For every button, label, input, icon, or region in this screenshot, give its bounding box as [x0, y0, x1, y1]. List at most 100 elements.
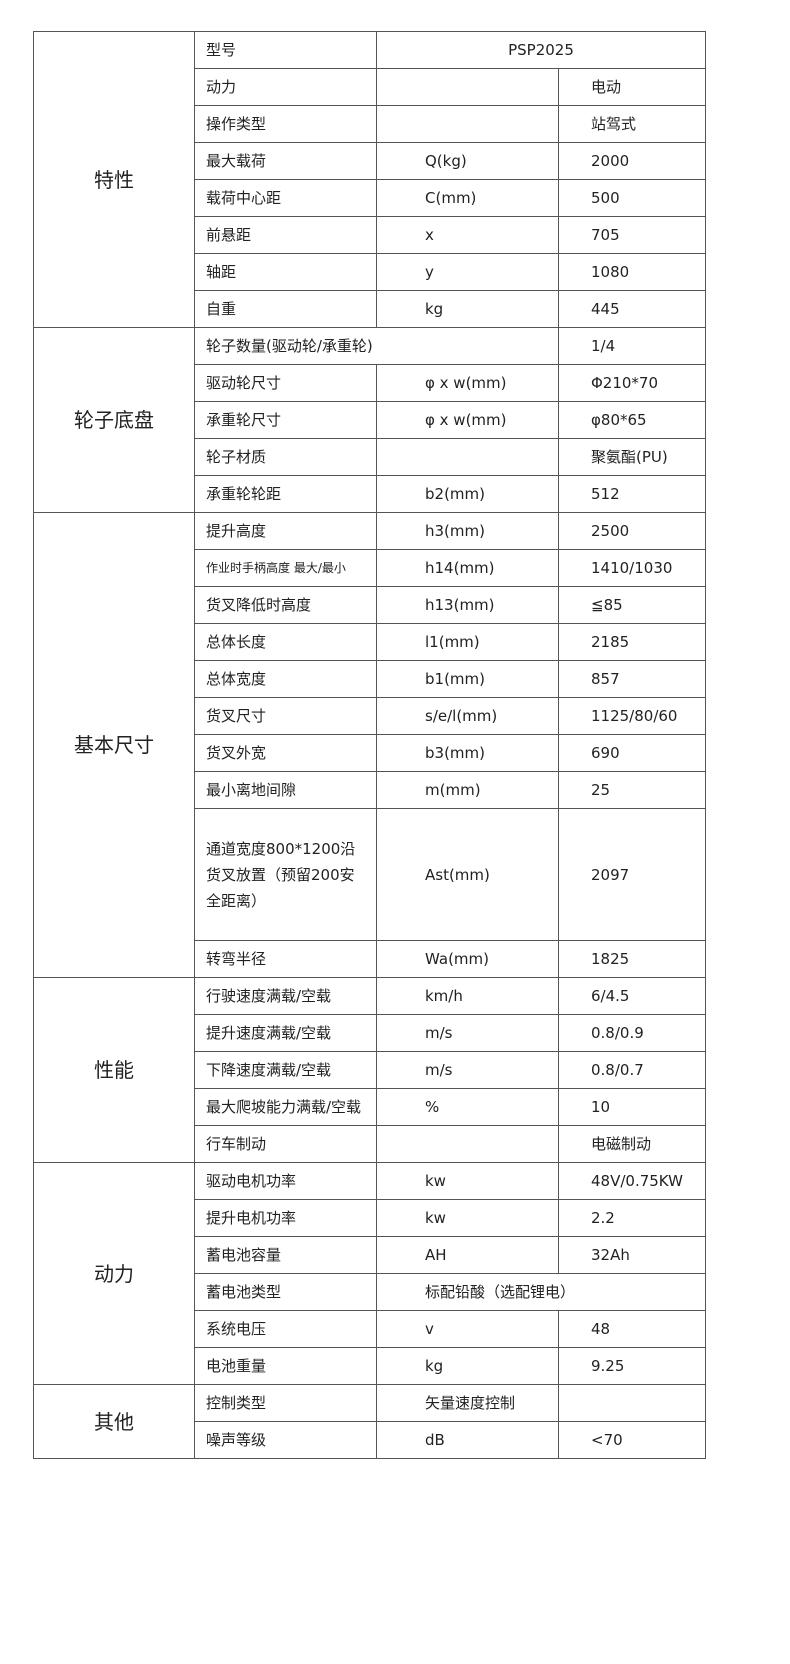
- spec-row: 最小离地间隙 m(mm) 25: [34, 771, 707, 809]
- spec-unit: φ x w(mm): [376, 401, 559, 439]
- spec-unit: [376, 1125, 559, 1163]
- spec-value: 1080: [557, 253, 707, 291]
- group-label: 基本尺寸: [33, 512, 195, 978]
- spec-value: 2185: [557, 623, 707, 661]
- spec-row: 货叉尺寸 s/e/l(mm) 1125/80/60: [34, 697, 707, 735]
- spec-value: 1/4: [557, 327, 707, 365]
- spec-unit: [376, 438, 559, 476]
- spec-label: 噪声等级: [194, 1421, 377, 1459]
- spec-label: 总体宽度: [194, 660, 377, 698]
- spec-value: 0.8/0.7: [557, 1051, 707, 1089]
- spec-value: 857: [557, 660, 707, 698]
- spec-row: 货叉降低时高度 h13(mm) ≦85: [34, 586, 707, 624]
- spec-value: 25: [557, 771, 707, 809]
- spec-row: 总体长度 l1(mm) 2185: [34, 623, 707, 661]
- spec-label: 型号: [194, 31, 377, 69]
- spec-row: 自重 kg 445: [34, 290, 707, 328]
- spec-label: 最大载荷: [194, 142, 377, 180]
- spec-row: 系统电压 v 48: [34, 1310, 707, 1348]
- spec-value: 电动: [557, 68, 707, 106]
- spec-label: 轮子数量(驱动轮/承重轮): [194, 327, 559, 365]
- spec-unit: [376, 68, 559, 106]
- spec-value: 电磁制动: [557, 1125, 707, 1163]
- spec-label: 货叉尺寸: [194, 697, 377, 735]
- spec-value: 500: [557, 179, 707, 217]
- spec-label: 载荷中心距: [194, 179, 377, 217]
- group-label: 其他: [33, 1384, 195, 1459]
- spec-label: 行车制动: [194, 1125, 377, 1163]
- spec-row: 行车制动 电磁制动: [34, 1125, 707, 1163]
- spec-value: 2000: [557, 142, 707, 180]
- spec-row: 提升速度满载/空载 m/s 0.8/0.9: [34, 1014, 707, 1052]
- spec-value: 445: [557, 290, 707, 328]
- spec-label: 动力: [194, 68, 377, 106]
- spec-row: 最大载荷 Q(kg) 2000: [34, 142, 707, 180]
- group-label: 特性: [33, 31, 195, 328]
- spec-table: 特性 型号 PSP2025 动力 电动 操作类型 站驾式 最大载荷 Q(kg) 2000 载荷中心距…: [33, 31, 707, 1459]
- spec-label: 承重轮尺寸: [194, 401, 377, 439]
- spec-value: 1410/1030: [557, 549, 707, 587]
- spec-row: 承重轮轮距 b2(mm) 512: [34, 475, 707, 513]
- spec-unit: kg: [376, 290, 559, 328]
- spec-unit: h3(mm): [376, 512, 559, 550]
- spec-value: 1825: [557, 940, 707, 978]
- spec-row: 前悬距 x 705: [34, 216, 707, 254]
- spec-value: 10: [557, 1088, 707, 1126]
- spec-row: 蓄电池容量 AH 32Ah: [34, 1236, 707, 1274]
- spec-unit: h14(mm): [376, 549, 559, 587]
- spec-value: 32Ah: [557, 1236, 707, 1274]
- spec-label: 承重轮轮距: [194, 475, 377, 513]
- spec-row: 噪声等级 dB <70: [34, 1421, 707, 1459]
- spec-label: 货叉降低时高度: [194, 586, 377, 624]
- spec-value: 690: [557, 734, 707, 772]
- spec-value: PSP2025: [375, 31, 707, 69]
- spec-unit: y: [376, 253, 559, 291]
- group-label: 性能: [33, 977, 195, 1163]
- spec-label: 行驶速度满载/空载: [194, 977, 377, 1015]
- spec-label: 控制类型: [194, 1384, 377, 1422]
- spec-row: 货叉外宽 b3(mm) 690: [34, 734, 707, 772]
- spec-row: 轮子底盘 轮子数量(驱动轮/承重轮) 1/4: [33, 327, 707, 513]
- spec-value: [557, 1384, 707, 1422]
- spec-value: 6/4.5: [557, 977, 707, 1015]
- spec-value: 0.8/0.9: [557, 1014, 707, 1052]
- spec-row: 基本尺寸 提升高度 h3(mm) 2500: [33, 512, 707, 978]
- spec-row: 轴距 y 1080: [34, 253, 707, 291]
- spec-label: 通道宽度800*1200沿货叉放置（预留200安全距离）: [194, 808, 377, 941]
- spec-unit: dB: [376, 1421, 559, 1459]
- spec-label: 前悬距: [194, 216, 377, 254]
- spec-unit: b3(mm): [376, 734, 559, 772]
- spec-row: 蓄电池类型 标配铅酸（选配锂电）: [34, 1273, 707, 1311]
- group-label: 轮子底盘: [33, 327, 195, 513]
- spec-value: 聚氨酯(PU): [557, 438, 707, 476]
- spec-value: 站驾式: [557, 105, 707, 143]
- spec-row: 通道宽度800*1200沿货叉放置（预留200安全距离） Ast(mm) 2097: [34, 808, 707, 941]
- spec-label: 驱动轮尺寸: [194, 364, 377, 402]
- spec-row: 操作类型 站驾式: [34, 105, 707, 143]
- spec-row: 动力 驱动电机功率 kw 48V/0.75KW: [33, 1162, 707, 1385]
- spec-unit: s/e/l(mm): [376, 697, 559, 735]
- spec-label: 驱动电机功率: [194, 1162, 377, 1200]
- spec-row: 电池重量 kg 9.25: [34, 1347, 707, 1385]
- spec-label: 作业时手柄高度 最大/最小: [194, 549, 377, 587]
- spec-unit: m/s: [376, 1051, 559, 1089]
- spec-unit: %: [376, 1088, 559, 1126]
- spec-value: Φ210*70: [557, 364, 707, 402]
- spec-unit: b1(mm): [376, 660, 559, 698]
- spec-unit: Wa(mm): [376, 940, 559, 978]
- spec-row: 承重轮尺寸 φ x w(mm) φ80*65: [34, 401, 707, 439]
- spec-unit: m(mm): [376, 771, 559, 809]
- spec-label: 轮子材质: [194, 438, 377, 476]
- spec-label: 下降速度满载/空载: [194, 1051, 377, 1089]
- spec-label: 提升速度满载/空载: [194, 1014, 377, 1052]
- spec-label: 提升电机功率: [194, 1199, 377, 1237]
- spec-unit: [376, 105, 559, 143]
- spec-row: 载荷中心距 C(mm) 500: [34, 179, 707, 217]
- spec-label: 最大爬坡能力满载/空载: [194, 1088, 377, 1126]
- spec-row: 驱动轮尺寸 φ x w(mm) Φ210*70: [34, 364, 707, 402]
- spec-row: 轮子材质 聚氨酯(PU): [34, 438, 707, 476]
- spec-row: 性能 行驶速度满载/空载 km/h 6/4.5: [33, 977, 707, 1163]
- spec-label: 最小离地间隙: [194, 771, 377, 809]
- spec-unit: kw: [376, 1199, 559, 1237]
- spec-label: 货叉外宽: [194, 734, 377, 772]
